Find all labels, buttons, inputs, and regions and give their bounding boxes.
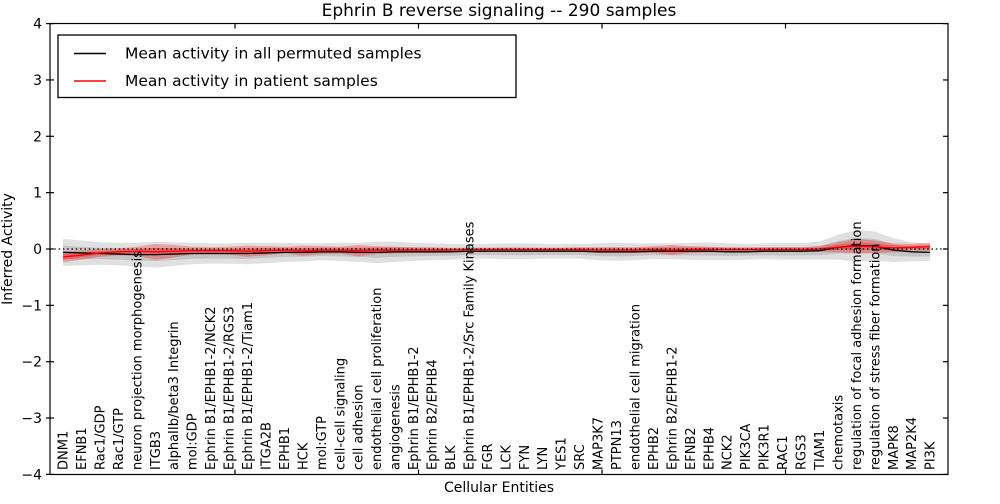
x-category-label: FYN (518, 445, 533, 470)
legend-frame (57, 34, 517, 99)
mean-lines (50, 244, 948, 258)
x-category-label: Ephrin B1/EPHB1-2/NCK2 (204, 306, 219, 470)
x-category-label: YES1 (555, 437, 570, 471)
x-category-label: EFNB2 (684, 427, 699, 470)
y-tick-label: 2 (33, 129, 42, 145)
legend: Mean activity in all permuted samples Me… (57, 34, 517, 99)
x-category-label: FGR (481, 443, 496, 470)
y-tick-label: −3 (21, 411, 42, 427)
x-category-label: TIAM1 (813, 430, 828, 471)
x-category-label: alphaIIb/beta3 Integrin (167, 321, 182, 470)
y-tick-label: 0 (33, 242, 42, 258)
x-category-label: PTPN13 (610, 420, 625, 470)
x-category-label: RAC1 (776, 435, 791, 470)
x-category-label: PIK3R1 (758, 424, 773, 470)
x-category-label: Ephrin B1/EPHB1-2/RGS3 (223, 306, 238, 470)
legend-label-patient: Mean activity in patient samples (125, 72, 378, 90)
x-category-label: NCK2 (721, 434, 736, 470)
x-category-label: mol:GDP (186, 413, 201, 470)
x-category-label: MAP3K7 (592, 417, 607, 470)
x-category-label: Ephrin B2/EPHB4 (426, 359, 441, 470)
x-category-label: chemotaxis (831, 395, 846, 470)
x-category-label: mol:GTP (315, 416, 330, 470)
x-category-label: EFNB1 (75, 427, 90, 470)
y-tick-label: 1 (33, 186, 42, 202)
x-category-label: PIK3CA (739, 423, 754, 470)
y-tick-label: 3 (33, 73, 42, 89)
x-category-label: DNM1 (57, 431, 72, 470)
x-category-label: HCK (296, 442, 311, 470)
x-category-label: SRC (573, 444, 588, 470)
x-category-label: Rac1/GDP (93, 405, 108, 470)
permuted-std-band (63, 229, 931, 268)
y-tick-label: −1 (21, 298, 42, 314)
chart-title: Ephrin B reverse signaling -- 290 sample… (322, 1, 677, 21)
y-tick-label: −2 (21, 355, 42, 371)
x-category-label: Ephrin B1/EPHB1-2/Src Family Kinases (462, 221, 477, 470)
x-category-label: EPHB1 (278, 427, 293, 470)
x-category-label: neuron projection morphogenesis (130, 251, 145, 470)
x-category-labels: DNM1 EFNB1 Rac1/GDP Rac1/GTP neuron projecti… (57, 221, 939, 471)
x-category-label: Ephrin B1/EPHB1-2 (407, 346, 422, 470)
x-category-label: cell adhesion (352, 384, 367, 470)
x-category-label: MAPK8 (887, 425, 902, 470)
x-category-label: EPHB2 (647, 427, 662, 470)
x-category-label: EPHB4 (702, 427, 717, 470)
x-category-label: regulation of stress fiber formation (868, 243, 883, 470)
x-category-label: BLK (444, 445, 459, 470)
x-category-label: Rac1/GTP (112, 408, 127, 470)
x-category-label: endothelial cell proliferation (370, 288, 385, 471)
x-category-label: cell-cell signaling (333, 358, 348, 470)
y-axis-label: Inferred Activity (0, 193, 16, 305)
x-category-label: PI3K (924, 441, 939, 470)
x-category-label: Ephrin B2/EPHB1-2 (665, 346, 680, 470)
y-tick-label: −4 (21, 467, 42, 483)
x-category-label: RGS3 (795, 434, 810, 470)
x-category-label: LYN (536, 447, 551, 470)
x-category-label: regulation of focal adhesion formation (850, 221, 865, 470)
permuted-mean-line (62, 244, 931, 256)
x-category-label: angiogenesis (389, 384, 404, 470)
x-category-label: ITGA2B (259, 422, 274, 470)
x-category-label: endothelial cell migration (628, 304, 643, 470)
x-category-label: ITGB3 (149, 431, 164, 470)
axes: −4 −3 −2 −1 0 1 2 3 4 (21, 17, 949, 483)
legend-label-permuted: Mean activity in all permuted samples (125, 45, 422, 63)
x-category-label: LCK (499, 445, 514, 470)
x-category-label: MAP2K4 (905, 417, 920, 470)
x-category-label: Ephrin B1/EPHB1-2/Tiam1 (241, 302, 256, 470)
y-tick-label: 4 (33, 17, 42, 33)
x-axis-label: Cellular Entities (444, 480, 554, 496)
